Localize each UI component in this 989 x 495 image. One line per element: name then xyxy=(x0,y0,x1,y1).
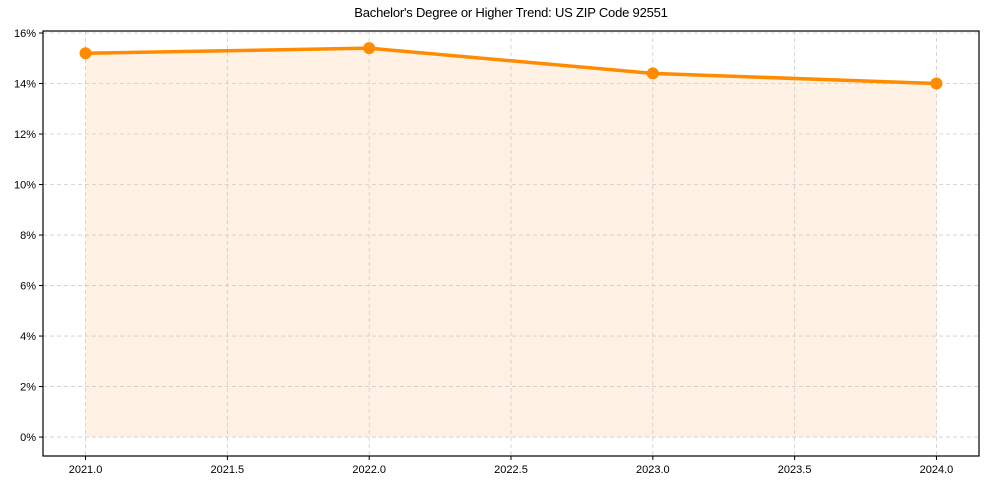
data-line xyxy=(83,46,939,86)
y-tick-label: 0% xyxy=(20,432,36,444)
x-tick-label: 2022.5 xyxy=(494,464,528,476)
x-tick-label: 2022.0 xyxy=(352,464,386,476)
y-tick-label: 6% xyxy=(20,281,36,293)
x-tick-label: 2023.0 xyxy=(636,464,670,476)
x-tick-label: 2023.5 xyxy=(778,464,812,476)
y-tick-label: 4% xyxy=(20,331,36,343)
x-tick-label: 2024.0 xyxy=(920,464,954,476)
y-tick-label: 2% xyxy=(20,382,36,394)
y-tick-label: 8% xyxy=(20,230,36,242)
data-point-marker xyxy=(646,67,659,80)
y-tick-label: 10% xyxy=(14,180,36,192)
y-tick-label: 12% xyxy=(14,129,36,141)
data-point-marker xyxy=(930,77,943,90)
data-point-marker xyxy=(79,47,92,60)
chart-title: Bachelor's Degree or Higher Trend: US ZI… xyxy=(354,5,668,20)
data-point-marker xyxy=(363,42,376,55)
x-tick-label: 2021.5 xyxy=(211,464,245,476)
y-tick-label: 16% xyxy=(14,28,36,40)
x-tick-label: 2021.0 xyxy=(69,464,103,476)
y-tick-label: 14% xyxy=(14,79,36,91)
